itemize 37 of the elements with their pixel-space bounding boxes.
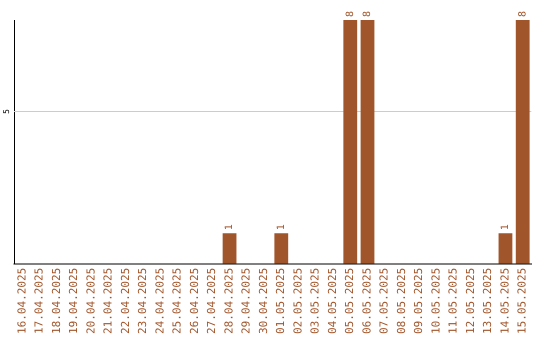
data-label: 1 xyxy=(224,224,236,230)
x-tick-label: 23.04.2025 xyxy=(136,268,150,334)
x-tick-label: 13.05.2025 xyxy=(481,268,494,334)
x-tick-label: 05.05.2025 xyxy=(343,268,356,334)
x-tick-label: 25.04.2025 xyxy=(170,268,184,334)
x-tick-label: 01.05.2025 xyxy=(274,268,288,334)
x-tick-label: 29.04.2025 xyxy=(240,268,253,334)
x-tick-label: 28.04.2025 xyxy=(222,268,236,334)
x-tick-label: 30.04.2025 xyxy=(256,268,270,334)
x-tick-label: 10.05.2025 xyxy=(429,268,442,334)
x-tick-label: 27.04.2025 xyxy=(205,268,218,334)
x-tick-label: 22.04.2025 xyxy=(118,268,132,334)
x-tick-label: 26.04.2025 xyxy=(188,268,201,334)
x-tick-label: 18.04.2025 xyxy=(50,268,63,334)
x-tick-label: 06.05.2025 xyxy=(360,268,374,334)
ref-line-label: 5 xyxy=(2,108,12,114)
x-tick-label: 17.04.2025 xyxy=(32,268,46,334)
x-tick-label: 11.05.2025 xyxy=(446,268,460,334)
x-tick-label: 15.05.2025 xyxy=(516,268,529,334)
x-tick-label: 16.04.2025 xyxy=(15,268,28,334)
x-tick-label: 09.05.2025 xyxy=(412,268,426,334)
x-tick-label: 21.04.2025 xyxy=(102,268,115,334)
x-tick-label: 08.05.2025 xyxy=(394,268,408,334)
x-tick-label: 20.04.2025 xyxy=(84,268,98,334)
x-tick-label: 04.05.2025 xyxy=(326,268,339,334)
data-label: 1 xyxy=(500,224,512,230)
x-tick-label: 14.05.2025 xyxy=(498,268,512,334)
x-tick-label: 02.05.2025 xyxy=(291,268,304,334)
x-tick-label: 19.04.2025 xyxy=(67,268,80,334)
data-label: 1 xyxy=(276,224,287,230)
x-tick-label: 03.05.2025 xyxy=(308,268,322,334)
x-tick-label: 07.05.2025 xyxy=(378,268,391,334)
data-label: 8 xyxy=(362,10,374,17)
x-tick-label: 12.05.2025 xyxy=(464,268,477,334)
data-label: 8 xyxy=(517,10,528,17)
x-tick-label: 24.04.2025 xyxy=(153,268,166,334)
data-label: 8 xyxy=(344,10,356,17)
